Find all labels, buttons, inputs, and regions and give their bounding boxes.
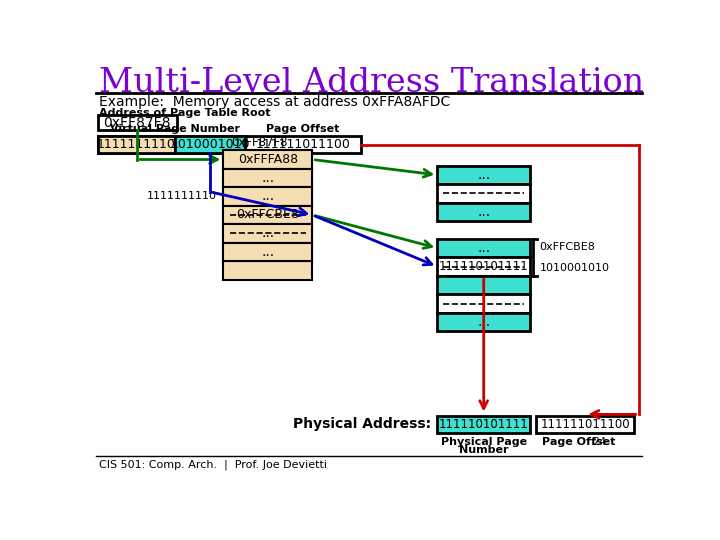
Bar (223, 242, 312, 261)
Bar (437, 257, 530, 276)
Text: 0xFFFA88: 0xFFFA88 (238, 153, 298, 166)
Bar (98, 137, 361, 153)
Text: ...: ... (261, 226, 274, 240)
Text: ...: ... (477, 241, 490, 255)
Bar (223, 206, 312, 224)
Bar (223, 224, 312, 242)
Text: 111110101111: 111110101111 (438, 418, 528, 431)
Bar (437, 166, 530, 184)
Bar (437, 184, 530, 202)
Text: 0xFF87F8: 0xFF87F8 (104, 116, 171, 130)
Text: 0xFF87F8: 0xFF87F8 (231, 136, 287, 149)
Text: Page Offset: Page Offset (266, 125, 340, 134)
Bar (437, 313, 530, 331)
Text: 111111011100: 111111011100 (541, 418, 630, 431)
Text: Page Offset: Page Offset (542, 437, 616, 447)
Bar (223, 187, 312, 206)
Bar (175, 137, 245, 153)
Text: Physical Address:: Physical Address: (293, 417, 431, 431)
Bar (223, 187, 312, 206)
Bar (223, 168, 312, 187)
Bar (437, 416, 530, 433)
Bar (223, 224, 312, 242)
Text: 111111011100: 111111011100 (256, 138, 351, 151)
Bar (223, 150, 312, 168)
Text: Address of Page Table Root: Address of Page Table Root (99, 109, 271, 118)
Text: Virtual Page Number: Virtual Page Number (110, 125, 240, 134)
Bar (536, 416, 634, 433)
Bar (223, 168, 312, 187)
Text: Number: Number (459, 445, 508, 455)
Bar (437, 276, 530, 294)
Text: ...: ... (477, 315, 490, 329)
Bar (223, 261, 312, 280)
Text: 111110101111: 111110101111 (438, 260, 528, 273)
Text: ...: ... (477, 205, 490, 219)
Text: 1111111110: 1111111110 (147, 192, 217, 201)
Text: Example:  Memory access at address 0xFFA8AFDC: Example: Memory access at address 0xFFA8… (99, 94, 451, 109)
Bar (223, 150, 312, 168)
Bar (223, 242, 312, 261)
Text: 1010001010: 1010001010 (171, 138, 250, 151)
Text: ...: ... (261, 190, 274, 204)
Text: 1111111110: 1111111110 (97, 138, 176, 151)
Text: 24: 24 (592, 437, 606, 447)
Bar (223, 206, 312, 224)
Text: 0xFFCBE8: 0xFFCBE8 (236, 208, 300, 221)
Text: ...: ... (261, 245, 274, 259)
Bar (98, 137, 175, 153)
Text: Physical Page: Physical Page (441, 437, 527, 447)
Bar (98, 115, 177, 130)
Bar (437, 239, 530, 257)
Text: Multi-Level Address Translation: Multi-Level Address Translation (99, 68, 644, 99)
Bar (437, 202, 530, 221)
Bar (437, 294, 530, 313)
Text: ...: ... (261, 171, 274, 185)
Text: 0xFFCBE8: 0xFFCBE8 (539, 241, 595, 252)
Text: ...: ... (477, 168, 490, 182)
Text: 1010001010: 1010001010 (539, 263, 610, 273)
Text: CIS 501: Comp. Arch.  |  Prof. Joe Devietti: CIS 501: Comp. Arch. | Prof. Joe Deviett… (99, 460, 328, 470)
